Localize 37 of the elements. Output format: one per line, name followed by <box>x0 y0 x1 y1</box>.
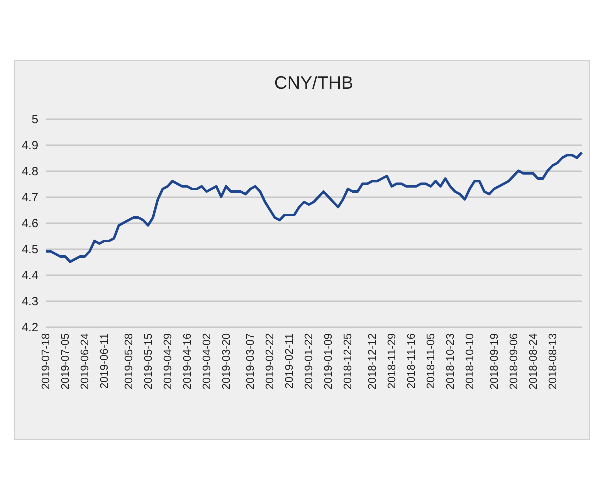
y-tick-label: 4.8 <box>22 164 39 178</box>
x-tick-label: 2018-12-25 <box>342 334 355 390</box>
x-tick-label: 2018-09-06 <box>508 334 520 390</box>
x-tick-label: 2019-05-15 <box>142 334 155 390</box>
x-tick-label: 2018-08-24 <box>528 334 540 390</box>
y-tick-label: 4.7 <box>22 190 39 204</box>
y-tick-label: 4.4 <box>22 268 39 282</box>
x-tick-label: 2019-01-22 <box>304 334 316 390</box>
x-tick-label: 2019-04-29 <box>162 334 174 390</box>
y-tick-label: 4.2 <box>22 320 39 334</box>
x-tick-label: 2019-03-20 <box>220 334 233 390</box>
y-tick-label: 5 <box>32 112 39 126</box>
x-tick-label: 2019-07-05 <box>60 334 72 390</box>
x-tick-label: 2019-06-11 <box>98 334 111 389</box>
x-tick-label: 2019-01-09 <box>323 334 336 390</box>
x-tick-label: 2019-05-28 <box>123 334 136 390</box>
x-tick-label: 2018-09-19 <box>488 334 501 390</box>
chart-title: CNY/THB <box>274 73 354 93</box>
y-tick-label: 4.6 <box>22 216 39 230</box>
x-tick-label: 2019-03-07 <box>245 334 258 390</box>
x-tick-label: 2018-08-13 <box>547 334 560 390</box>
line-series <box>44 152 584 264</box>
y-tick-label: 4.5 <box>22 242 39 256</box>
y-tick-label: 4.3 <box>22 294 39 308</box>
x-tick-label: 2019-06-24 <box>79 334 92 390</box>
x-tick-label: 2018-10-23 <box>444 334 457 390</box>
x-tick-label: 2019-02-22 <box>264 334 277 390</box>
x-tick-label: 2018-11-05 <box>425 334 438 389</box>
x-tick-label: 2018-10-10 <box>464 334 476 390</box>
x-tick-label: 2018-11-16 <box>406 334 418 389</box>
x-tick-label: 2018-12-12 <box>366 334 379 390</box>
x-tick-label: 2018-11-29 <box>386 334 398 389</box>
x-tick-label: 2019-04-16 <box>182 334 194 390</box>
x-tick-label: 2019-07-18 <box>40 334 52 390</box>
y-tick-label: 4.9 <box>22 138 39 152</box>
x-tick-label: 2019-02-11 <box>284 334 296 389</box>
x-tick-label: 2019-04-02 <box>201 334 214 390</box>
